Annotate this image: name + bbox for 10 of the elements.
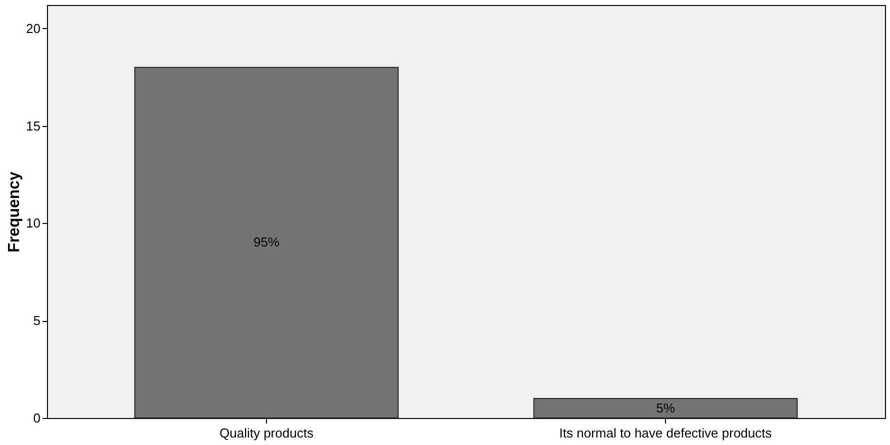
y-tick-label: 0 [33, 410, 40, 426]
x-tick-label: Its normal to have defective products [559, 426, 772, 440]
annotation: 95% [253, 234, 280, 250]
annotation: 5% [656, 400, 676, 416]
y-tick-label: 15 [26, 118, 40, 134]
x-tick-label: Quality products [220, 426, 314, 440]
y-tick-label: 20 [26, 20, 40, 36]
y-axis-title: Frequency [6, 171, 24, 252]
y-tick-label: 5 [33, 313, 40, 328]
y-tick-label: 10 [26, 216, 40, 231]
